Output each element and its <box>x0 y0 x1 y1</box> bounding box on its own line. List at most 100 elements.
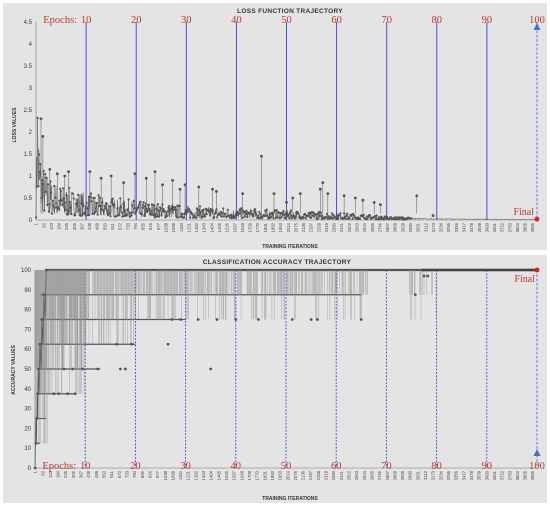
loss-point <box>61 203 64 206</box>
loss-point <box>166 210 169 213</box>
accuracy-x-tick-label: 916 <box>147 470 152 478</box>
loss-point <box>35 216 38 219</box>
loss-point <box>286 215 289 218</box>
loss-point <box>75 198 78 201</box>
loss-x-tick-label: 2563 <box>355 222 360 232</box>
accuracy-point <box>130 342 134 346</box>
loss-point <box>159 207 162 210</box>
accuracy-final-label: Final <box>514 274 535 285</box>
accuracy-final-marker <box>534 267 540 273</box>
loss-spike-point <box>99 176 103 180</box>
loss-point <box>148 207 151 210</box>
loss-x-tick-label: 3539 <box>477 222 482 232</box>
loss-point <box>383 218 386 221</box>
accuracy-point <box>290 318 294 321</box>
loss-y-tick-label: 1 <box>29 174 33 180</box>
loss-point <box>352 214 356 217</box>
loss-point <box>132 199 135 202</box>
loss-point <box>285 212 288 215</box>
loss-point <box>342 217 345 220</box>
loss-point <box>233 216 236 219</box>
loss-x-tick-label: 1831 <box>263 222 268 232</box>
loss-point <box>393 216 396 219</box>
loss-point <box>47 183 50 186</box>
loss-point <box>240 216 244 220</box>
loss-x-tick-label: 62 <box>41 222 46 227</box>
loss-point <box>77 209 81 212</box>
loss-epoch-label: 40 <box>231 15 242 26</box>
accuracy-point <box>196 318 200 321</box>
accuracy-x-axis-label: TRAINING ITERATIONS <box>262 496 318 502</box>
loss-point <box>327 215 330 218</box>
accuracy-epoch-label: 50 <box>281 461 292 472</box>
accuracy-point <box>36 392 39 396</box>
loss-spike-point <box>211 187 215 191</box>
accuracy-x-tick-label: 794 <box>132 470 137 478</box>
loss-final-marker <box>534 216 540 222</box>
loss-x-tick-label: 2990 <box>408 222 413 232</box>
accuracy-x-tick-label: 1831 <box>262 470 267 480</box>
accuracy-point <box>359 318 363 321</box>
loss-point <box>137 206 140 209</box>
loss-point <box>197 214 200 217</box>
loss-point <box>358 217 362 220</box>
loss-point <box>50 191 53 194</box>
loss-point <box>332 214 335 217</box>
accuracy-x-tick-label: 1 <box>33 470 38 473</box>
accuracy-x-tick-label: 550 <box>102 470 107 478</box>
loss-x-tick-label: 3417 <box>461 222 466 232</box>
loss-x-tick-label: 1282 <box>194 222 199 232</box>
accuracy-x-tick-label: 733 <box>124 470 129 478</box>
loss-spike-point <box>214 190 218 193</box>
accuracy-y-tick-label: 90 <box>24 288 31 294</box>
loss-point <box>243 216 246 219</box>
loss-x-tick-label: 2502 <box>347 222 352 232</box>
loss-point <box>153 216 156 219</box>
loss-y-tick-label: 4 <box>29 42 33 48</box>
accuracy-x-tick-label: 245 <box>63 470 68 478</box>
accuracy-x-tick-label: 3905 <box>523 470 528 480</box>
loss-point <box>46 203 49 207</box>
loss-point <box>68 201 71 204</box>
loss-point <box>82 204 85 208</box>
loss-spike-point <box>321 181 325 185</box>
loss-x-tick-label: 306 <box>72 222 77 230</box>
accuracy-point <box>73 392 77 396</box>
accuracy-point <box>44 268 48 272</box>
accuracy-point <box>422 274 426 278</box>
loss-x-tick-label: 2319 <box>324 222 329 232</box>
loss-point <box>154 212 157 216</box>
loss-point <box>203 213 206 216</box>
loss-point <box>120 211 123 214</box>
loss-x-tick-label: 3661 <box>492 222 497 232</box>
loss-point <box>123 209 126 212</box>
loss-point <box>234 214 237 217</box>
loss-point <box>304 213 307 216</box>
accuracy-point <box>315 318 319 321</box>
loss-x-axis-label: TRAINING ITERATIONS <box>262 244 318 250</box>
accuracy-point <box>71 367 75 371</box>
accuracy-x-tick-label: 2319 <box>324 470 329 480</box>
loss-point <box>183 216 186 219</box>
loss-point <box>199 211 202 214</box>
loss-point <box>93 196 96 199</box>
loss-point <box>147 203 150 206</box>
loss-x-tick-label: 794 <box>133 222 138 230</box>
loss-point <box>109 215 112 218</box>
accuracy-point <box>52 392 56 396</box>
accuracy-point <box>170 318 174 321</box>
loss-point <box>160 214 163 217</box>
loss-point <box>39 163 42 166</box>
loss-point <box>47 210 51 213</box>
loss-point <box>174 206 177 209</box>
accuracy-x-tick-label: 428 <box>86 470 91 478</box>
loss-epoch-label: 50 <box>281 15 292 26</box>
loss-spike-point <box>41 135 45 138</box>
loss-point <box>155 208 158 211</box>
loss-point <box>67 212 70 215</box>
loss-point <box>276 216 279 219</box>
loss-point <box>98 196 102 199</box>
loss-point <box>195 216 198 219</box>
loss-point <box>316 217 319 220</box>
loss-point <box>129 211 132 214</box>
